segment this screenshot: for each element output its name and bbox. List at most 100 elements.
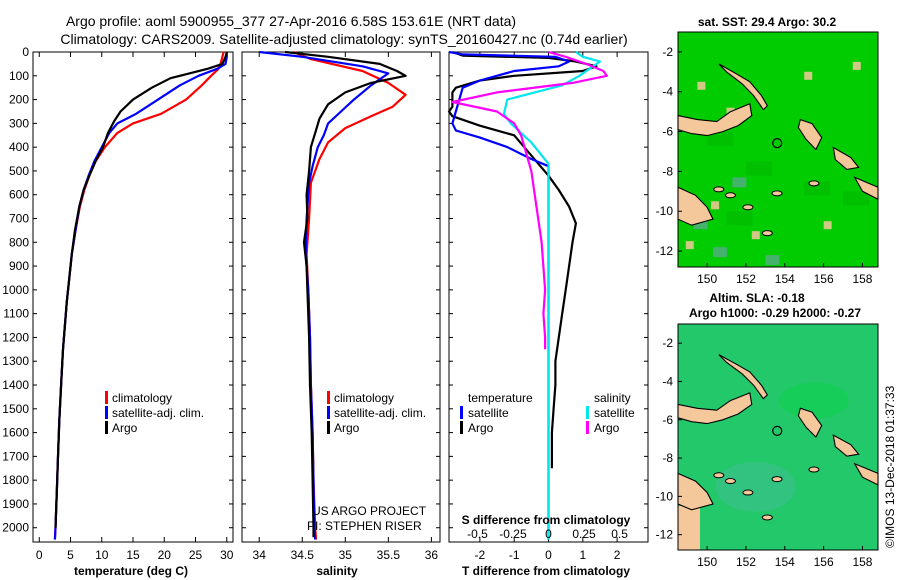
cloud-mask	[751, 231, 760, 240]
salinity-xlabel: salinity	[316, 564, 358, 578]
depth-tick-label: 1800	[2, 473, 29, 487]
series-salinity-satellite	[502, 51, 602, 540]
legend-swatch-t-satellite	[460, 406, 463, 419]
lon-tick-label: 156	[814, 272, 834, 286]
lat-tick-label: -10	[656, 489, 674, 503]
salinity-ticks: 34 34.5 35 35.5 36	[242, 51, 440, 562]
lon-tick-label: 156	[814, 555, 834, 569]
credit-project: US ARGO PROJECT	[312, 504, 427, 518]
sst-cool-patch	[732, 177, 747, 188]
s-tick-label: -0.25	[499, 527, 527, 541]
legend-swatch-s-argo	[586, 421, 589, 434]
cloud-mask	[711, 201, 720, 210]
depth-tick-label: 400	[9, 140, 29, 154]
land	[678, 505, 700, 550]
legend-swatch-argo	[105, 421, 108, 434]
island	[724, 478, 736, 485]
series-satellite-adj-clim-	[53, 52, 228, 540]
salinity-series	[259, 50, 407, 540]
sst-cool-patch	[765, 255, 780, 266]
lon-tick-label: 150	[697, 555, 717, 569]
depth-tick-label: 300	[9, 116, 29, 130]
sla-patch	[778, 382, 849, 419]
series-temperature-argo	[447, 50, 598, 469]
title-line-2: Climatology: CARS2009. Satellite-adjuste…	[60, 31, 627, 47]
island	[761, 514, 773, 521]
depth-tick-label: 700	[9, 212, 29, 226]
sla-map-title-1: Altim. SLA: -0.18	[709, 291, 805, 305]
legend-title-salinity: salinity	[594, 391, 631, 405]
difference-ticks: -2 -1 0 1 2	[449, 51, 648, 562]
x-tick-label: 15	[126, 548, 140, 562]
sst-cool-patch	[693, 219, 708, 230]
lat-tick-label: -2	[662, 336, 673, 350]
legend-label-satellite: satellite-adj. clim.	[334, 406, 426, 420]
land	[677, 102, 753, 137]
difference-series	[447, 50, 608, 540]
lon-tick-label: 158	[852, 272, 872, 286]
island	[808, 466, 820, 473]
depth-tick-label: 600	[9, 188, 29, 202]
x-tick-label: 34	[253, 548, 267, 562]
series-climatology	[53, 51, 225, 540]
difference-panel: -2 -1 0 1 2 T difference from climatology S …	[447, 50, 649, 578]
sst-patch	[843, 191, 870, 206]
lon-tick-label: 152	[736, 555, 756, 569]
x-tick-label: 5	[67, 548, 74, 562]
lon-tick-label: 154	[775, 272, 795, 286]
sst-map: 150 152 154 156 158 -2 -4 -6 -8 -10 -12	[656, 31, 879, 286]
x-tick-label: 0	[36, 548, 43, 562]
x-tick-label: 36	[425, 548, 439, 562]
lat-tick-label: -8	[662, 451, 673, 465]
land	[718, 63, 768, 111]
difference-xlabel-t: T difference from climatology	[462, 564, 630, 578]
sst-patch	[726, 211, 753, 226]
legend-swatch-s-satellite	[586, 406, 589, 419]
depth-tick-label: 1600	[2, 426, 29, 440]
sla-map: 150 152 154 156 158 -2 -4 -6 -8 -10 -12	[656, 323, 879, 569]
temperature-panel: 0 5 10 15 20 25 30 temperature (deg C) climato…	[32, 51, 234, 578]
lat-tick-label: -6	[662, 125, 673, 139]
x-tick-label: 30	[220, 548, 234, 562]
legend-label-s-argo: Argo	[594, 421, 620, 435]
depth-tick-label: 1900	[2, 497, 29, 511]
island	[808, 180, 820, 187]
series-argo	[284, 50, 407, 538]
island	[771, 190, 783, 197]
s-tick-label: 0.5	[611, 527, 628, 541]
legend-swatch-satellite	[105, 406, 108, 419]
legend-label-t-argo: Argo	[468, 421, 494, 435]
legend-swatch-climatology	[105, 391, 108, 404]
credit-pi: PI: STEPHEN RISER	[307, 519, 422, 533]
land	[832, 434, 860, 457]
salinity-legend: climatology satellite-adj. clim. Argo	[327, 391, 426, 435]
lat-tick-label: -4	[662, 85, 673, 99]
series-argo	[54, 51, 228, 528]
x-tick-label: 0	[545, 548, 552, 562]
x-tick-label: 1	[579, 548, 586, 562]
legend-label-climatology: climatology	[112, 391, 172, 405]
depth-tick-label: 1400	[2, 378, 29, 392]
salinity-frame	[241, 51, 441, 543]
land	[677, 392, 753, 425]
lon-tick-label: 154	[775, 555, 795, 569]
cloud-mask	[685, 241, 694, 250]
land	[832, 146, 860, 170]
imos-credit: ©IMOS 13-Dec-2018 01:37:33	[883, 385, 897, 548]
depth-tick-label: 800	[9, 235, 29, 249]
depth-tick-label: 200	[9, 93, 29, 107]
lat-tick-label: -4	[662, 374, 673, 388]
legend-label-s-satellite: satellite	[594, 406, 635, 420]
s-tick-label: 0	[545, 527, 552, 541]
series-climatology	[293, 50, 407, 540]
depth-tick-label: 100	[9, 69, 29, 83]
land	[718, 354, 768, 400]
temperature-xlabel: temperature (deg C)	[74, 564, 188, 578]
legend-swatch-t-argo	[460, 421, 463, 434]
land	[797, 407, 823, 438]
s-tick-label: 0.25	[572, 527, 596, 541]
temperature-ticks: 0 5 10 15 20 25 30	[33, 51, 234, 562]
sst-cool-patch	[712, 247, 727, 258]
lon-tick-label: 158	[852, 555, 872, 569]
